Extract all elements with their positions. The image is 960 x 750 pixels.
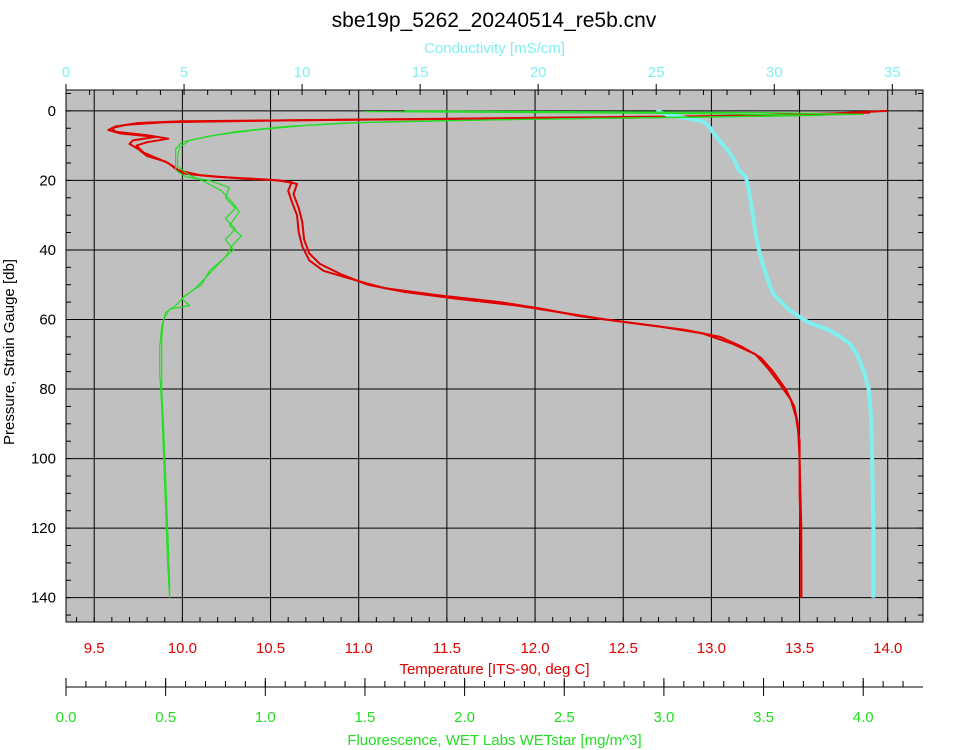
chart-title: sbe19p_5262_20240514_re5b.cnv xyxy=(332,9,657,32)
pressure-tick-label: 80 xyxy=(39,381,56,398)
temperature-tick-label: 10.0 xyxy=(168,640,197,657)
temperature-tick-label: 11.0 xyxy=(345,640,373,657)
conductivity-tick-label: 30 xyxy=(766,64,783,81)
temperature-tick-label: 13.5 xyxy=(785,640,814,657)
fluorescence-tick-label: 1.5 xyxy=(355,709,376,726)
conductivity-tick-label: 25 xyxy=(648,64,665,81)
grid-lines xyxy=(66,90,923,622)
temperature-tick-label: 13.0 xyxy=(697,640,726,657)
temperature-axis-title: Temperature [ITS-90, deg C] xyxy=(399,661,589,678)
fluorescence-tick-label: 2.0 xyxy=(454,709,475,726)
fluorescence-tick-label: 3.0 xyxy=(653,709,674,726)
fluorescence-axis-title: Fluorescence, WET Labs WETstar [mg/m^3] xyxy=(347,732,641,749)
temperature-tick-label: 12.5 xyxy=(609,640,638,657)
pressure-tick-label: 20 xyxy=(39,172,56,189)
fluorescence-series-line-5 xyxy=(161,111,824,598)
pressure-tick-label: 100 xyxy=(31,451,56,468)
pressure-tick-label: 60 xyxy=(39,311,56,328)
temperature-series-line-2 xyxy=(110,111,871,598)
conductivity-tick-label: 20 xyxy=(530,64,547,81)
pressure-tick-label: 40 xyxy=(39,242,56,259)
temperature-tick-label: 9.5 xyxy=(84,640,105,657)
temperature-tick-label: 11.5 xyxy=(433,640,461,657)
plot-area xyxy=(65,89,924,623)
conductivity-tick-label: 10 xyxy=(294,64,311,81)
fluorescence-tick-label: 2.5 xyxy=(554,709,575,726)
temperature-tick-label: 10.5 xyxy=(256,640,285,657)
pressure-tick-label: 120 xyxy=(31,520,56,537)
conductivity-tick-label: 35 xyxy=(884,64,901,81)
pressure-axis-title: Pressure, Strain Gauge [db] xyxy=(1,259,18,445)
conductivity-axis-title: Conductivity [mS/cm] xyxy=(424,40,565,57)
fluorescence-tick-label: 3.5 xyxy=(753,709,774,726)
temperature-tick-label: 14.0 xyxy=(873,640,902,657)
fluorescence-tick-label: 1.0 xyxy=(255,709,276,726)
data-series xyxy=(107,109,888,598)
conductivity-tick-label: 0 xyxy=(62,64,70,81)
conductivity-tick-label: 15 xyxy=(412,64,429,81)
temperature-tick-label: 12.0 xyxy=(520,640,549,657)
fluorescence-tick-label: 0.5 xyxy=(155,709,176,726)
conductivity-tick-label: 5 xyxy=(180,64,188,81)
pressure-tick-label: 0 xyxy=(48,103,56,120)
fluorescence-tick-label: 4.0 xyxy=(853,709,874,726)
pressure-tick-label: 140 xyxy=(31,590,56,607)
fluorescence-tick-label: 0.0 xyxy=(56,709,77,726)
conductivity-series-line-3 xyxy=(655,109,876,598)
